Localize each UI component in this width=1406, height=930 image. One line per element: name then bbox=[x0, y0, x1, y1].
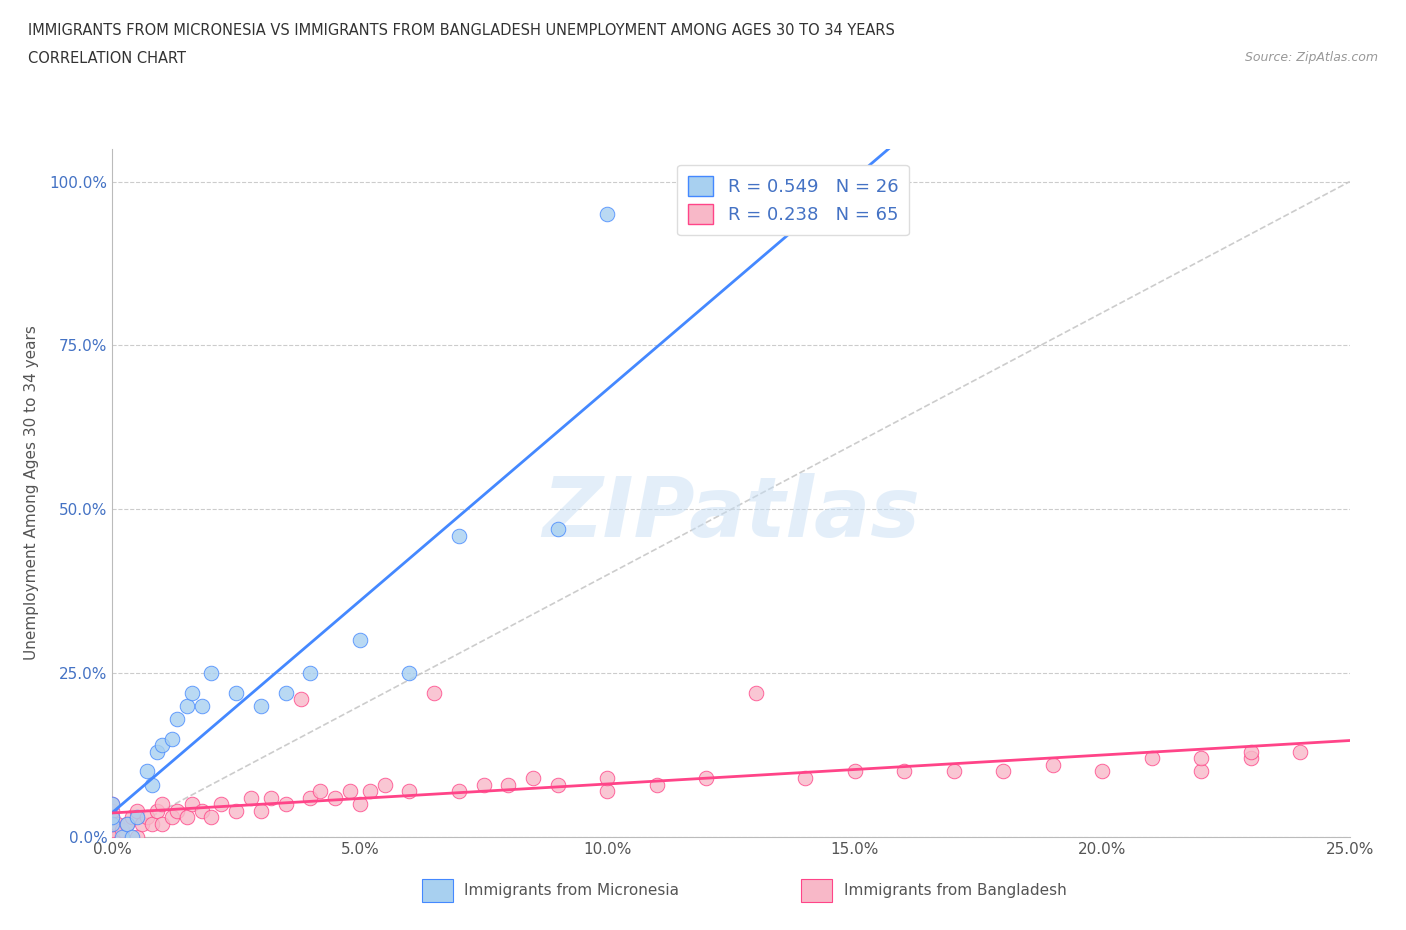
Y-axis label: Unemployment Among Ages 30 to 34 years: Unemployment Among Ages 30 to 34 years bbox=[24, 326, 38, 660]
Point bbox=[101, 797, 124, 812]
Point bbox=[596, 206, 619, 221]
Point bbox=[176, 810, 198, 825]
Point bbox=[117, 817, 139, 831]
Point bbox=[290, 692, 312, 707]
Point bbox=[131, 817, 153, 831]
Point bbox=[225, 804, 247, 818]
Point bbox=[150, 737, 173, 752]
Point bbox=[136, 764, 159, 779]
Point bbox=[1289, 744, 1312, 759]
Text: IMMIGRANTS FROM MICRONESIA VS IMMIGRANTS FROM BANGLADESH UNEMPLOYMENT AMONG AGES: IMMIGRANTS FROM MICRONESIA VS IMMIGRANTS… bbox=[28, 23, 896, 38]
Point bbox=[260, 790, 283, 805]
Point bbox=[101, 810, 124, 825]
Point bbox=[447, 528, 470, 543]
Point bbox=[374, 777, 396, 792]
Point bbox=[101, 830, 124, 844]
Text: ZIPatlas: ZIPatlas bbox=[543, 473, 920, 554]
Point bbox=[160, 810, 183, 825]
Point bbox=[136, 810, 159, 825]
Point bbox=[645, 777, 668, 792]
Point bbox=[101, 810, 124, 825]
Point bbox=[146, 744, 169, 759]
Point bbox=[844, 764, 866, 779]
Point bbox=[121, 810, 143, 825]
Point bbox=[240, 790, 263, 805]
Point bbox=[101, 817, 124, 831]
Point bbox=[596, 771, 619, 786]
Point bbox=[1042, 757, 1064, 772]
Point bbox=[190, 698, 212, 713]
Point bbox=[745, 685, 768, 700]
Point bbox=[127, 810, 149, 825]
Point bbox=[447, 784, 470, 799]
Text: CORRELATION CHART: CORRELATION CHART bbox=[28, 51, 186, 66]
Legend: R = 0.549   N = 26, R = 0.238   N = 65: R = 0.549 N = 26, R = 0.238 N = 65 bbox=[676, 165, 910, 235]
Point bbox=[794, 771, 817, 786]
Point bbox=[200, 810, 222, 825]
Point bbox=[299, 790, 322, 805]
Point bbox=[117, 817, 139, 831]
Point bbox=[101, 817, 124, 831]
Point bbox=[166, 804, 188, 818]
Point bbox=[150, 797, 173, 812]
Point bbox=[250, 804, 273, 818]
Point bbox=[1189, 764, 1212, 779]
Point bbox=[150, 817, 173, 831]
Point bbox=[1091, 764, 1114, 779]
Point bbox=[101, 804, 124, 818]
Text: Immigrants from Micronesia: Immigrants from Micronesia bbox=[464, 883, 679, 898]
Point bbox=[1240, 751, 1263, 765]
Point bbox=[498, 777, 520, 792]
Point bbox=[942, 764, 965, 779]
Point bbox=[274, 685, 297, 700]
Point bbox=[107, 817, 129, 831]
Point bbox=[101, 830, 124, 844]
Point bbox=[160, 731, 183, 746]
Point bbox=[339, 784, 361, 799]
Point bbox=[1140, 751, 1163, 765]
Point bbox=[101, 823, 124, 838]
Point bbox=[225, 685, 247, 700]
Point bbox=[200, 666, 222, 681]
Point bbox=[209, 797, 232, 812]
Point bbox=[299, 666, 322, 681]
Point bbox=[423, 685, 446, 700]
Point bbox=[111, 830, 134, 844]
Point bbox=[141, 817, 163, 831]
Point bbox=[472, 777, 495, 792]
Point bbox=[993, 764, 1015, 779]
Point bbox=[101, 797, 124, 812]
Point bbox=[176, 698, 198, 713]
Point bbox=[547, 777, 569, 792]
Point bbox=[190, 804, 212, 818]
Point bbox=[359, 784, 381, 799]
Point bbox=[101, 830, 124, 844]
Point bbox=[274, 797, 297, 812]
Text: Immigrants from Bangladesh: Immigrants from Bangladesh bbox=[844, 883, 1066, 898]
Point bbox=[596, 784, 619, 799]
Point bbox=[547, 522, 569, 537]
Point bbox=[1189, 751, 1212, 765]
Point bbox=[349, 633, 371, 648]
Point bbox=[180, 797, 202, 812]
Point bbox=[111, 823, 134, 838]
Point bbox=[522, 771, 544, 786]
Point bbox=[323, 790, 346, 805]
Point bbox=[146, 804, 169, 818]
Point bbox=[127, 804, 149, 818]
Point bbox=[1240, 744, 1263, 759]
Text: Source: ZipAtlas.com: Source: ZipAtlas.com bbox=[1244, 51, 1378, 64]
Point bbox=[893, 764, 915, 779]
Point bbox=[398, 784, 420, 799]
Point bbox=[127, 830, 149, 844]
Point bbox=[180, 685, 202, 700]
Point bbox=[349, 797, 371, 812]
Point bbox=[141, 777, 163, 792]
Point bbox=[309, 784, 332, 799]
Point bbox=[695, 771, 717, 786]
Point bbox=[398, 666, 420, 681]
Point bbox=[166, 711, 188, 726]
Point bbox=[121, 830, 143, 844]
Point bbox=[250, 698, 273, 713]
